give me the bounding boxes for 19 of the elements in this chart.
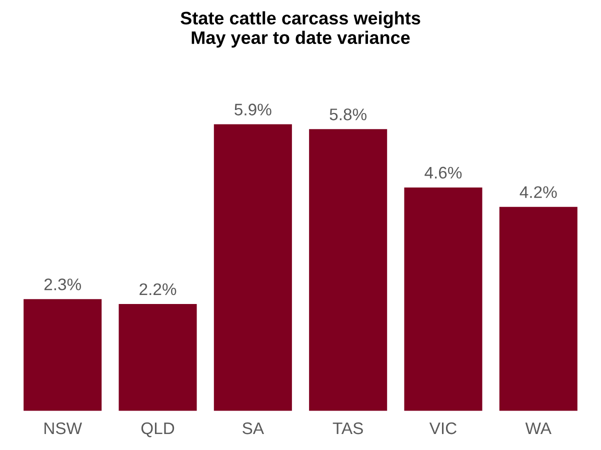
bar [309, 129, 388, 411]
data-label: 4.6% [424, 166, 462, 179]
bar [214, 124, 292, 411]
data-label: 5.8% [330, 108, 366, 120]
x-tick-label: TAS [332, 422, 363, 434]
bar [404, 187, 482, 411]
data-label: 4.2% [520, 186, 557, 198]
data-label: 5.9% [234, 104, 272, 116]
x-tick-label: NSW [44, 422, 82, 434]
data-label: 2.2% [140, 283, 176, 296]
x-tick-label: VIC [429, 422, 456, 434]
data-label: 2.3% [44, 278, 82, 290]
bar [24, 299, 102, 411]
chart-title: State cattle carcass weights May year to date variance [180, 11, 420, 48]
x-tick-label: SA [242, 422, 264, 434]
bar [499, 206, 578, 411]
x-tick-label: WA [525, 422, 552, 434]
bar [118, 304, 197, 411]
x-tick-label: QLD [141, 422, 174, 438]
